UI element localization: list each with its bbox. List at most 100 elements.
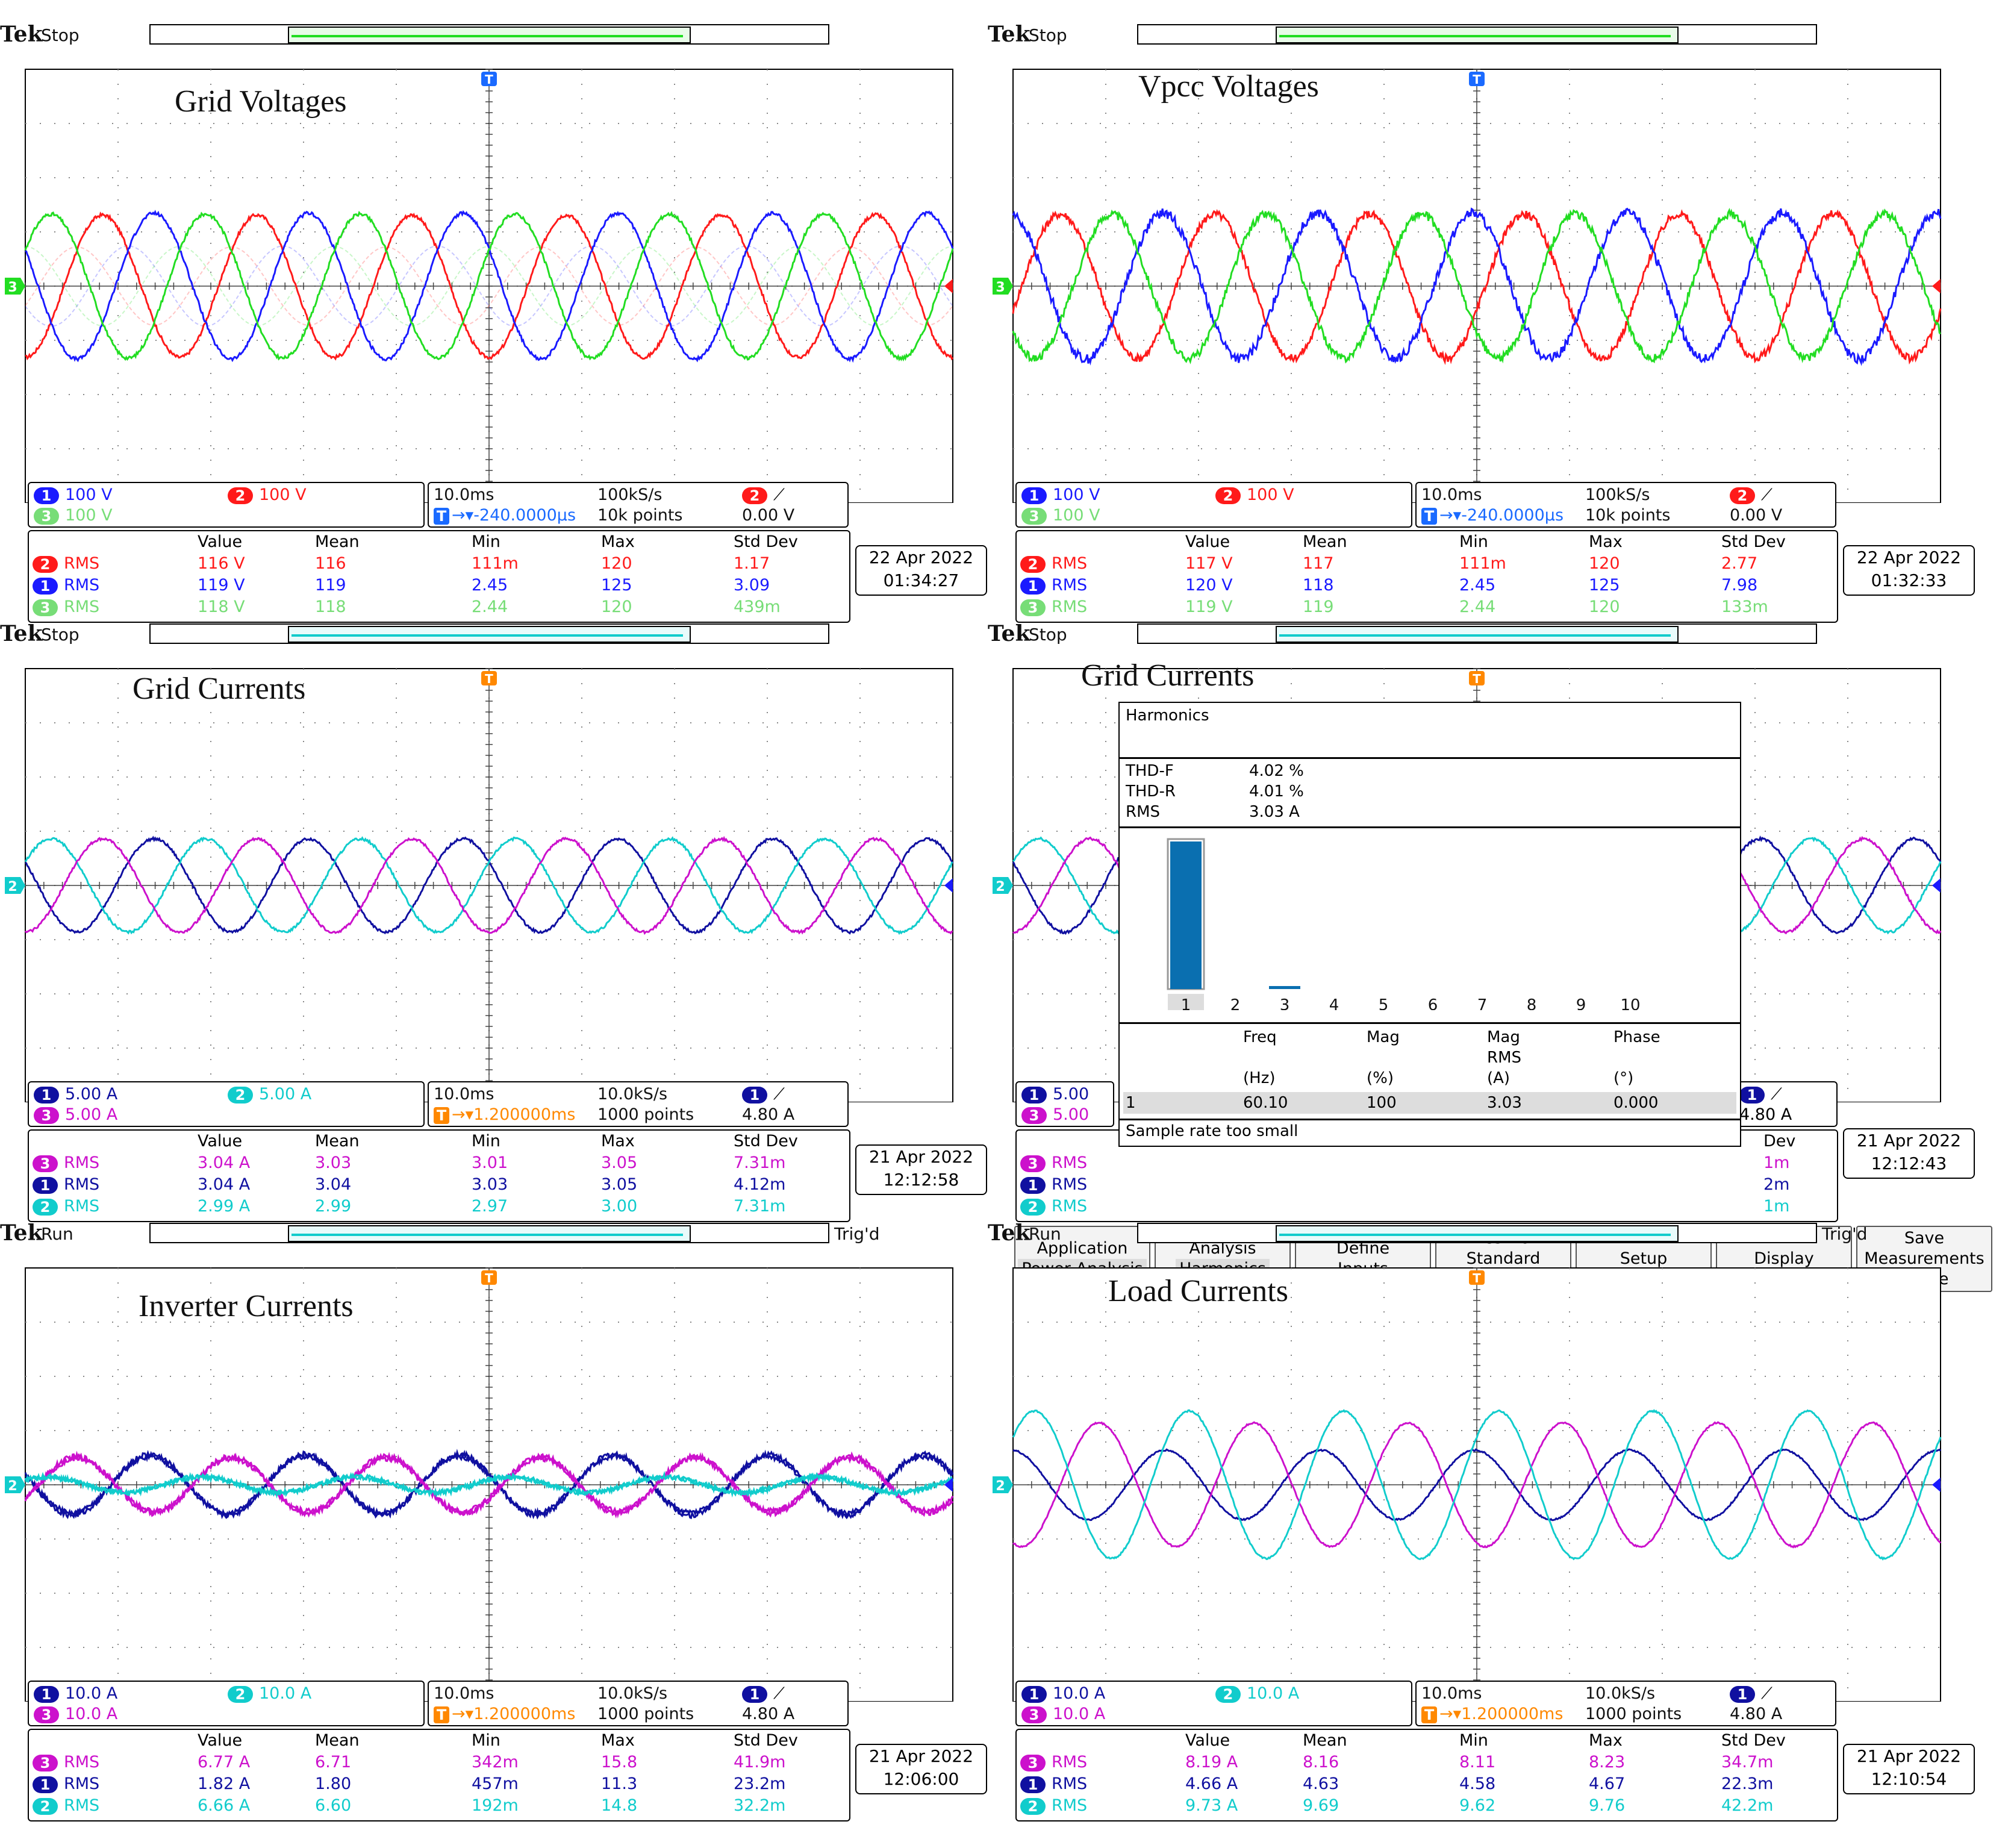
- timebase-box[interactable]: 10.0ms 100kS/s 10k points 0.00 V 2 ⟋ T →▾-240.0…: [1415, 482, 1836, 528]
- horizontal-position[interactable]: T →▾-240.0000µs: [1421, 506, 1564, 525]
- measurement-row-label[interactable]: 1 RMS: [33, 1175, 99, 1194]
- harmonics-window[interactable]: Harmonics THD-F 4.02 % THD-R 4.01 % RMS 3.03 A…: [1118, 702, 1741, 1147]
- trigger-source[interactable]: 2 ⟋: [742, 485, 785, 505]
- horizontal-position[interactable]: T →▾1.200000ms: [434, 1705, 575, 1723]
- channel-scale-box[interactable]: 1 5.00 A 2 5.00 A 3 5.00 A: [28, 1081, 425, 1127]
- record-view-bar[interactable]: [149, 24, 829, 45]
- acquisition-state[interactable]: Stop: [41, 25, 80, 45]
- measurement-row-label[interactable]: 1 RMS: [33, 576, 99, 595]
- measurement-row-label[interactable]: 3 RMS: [33, 1753, 99, 1772]
- ground-reference-marker[interactable]: 2: [5, 877, 25, 894]
- acquisition-state[interactable]: Stop: [1029, 25, 1067, 45]
- channel-scale-box[interactable]: 1 10.0 A 2 10.0 A 3 10.0 A: [28, 1681, 425, 1726]
- trigger-position-marker[interactable]: T: [481, 72, 497, 87]
- harmonic-bar[interactable]: [1170, 841, 1202, 989]
- record-view-window[interactable]: [288, 626, 691, 643]
- channel-scale-2[interactable]: 2 10.0 A: [1215, 1684, 1299, 1703]
- trigger-source[interactable]: 1 ⟋: [1739, 1085, 1782, 1104]
- measurement-row-label[interactable]: 3 RMS: [33, 1153, 99, 1172]
- acquisition-state[interactable]: Run: [41, 1224, 73, 1244]
- waveform-plot[interactable]: T 3 Vpcc Voltages: [988, 51, 1963, 503]
- measurement-row-label[interactable]: 1 RMS: [1020, 1775, 1087, 1793]
- record-view-window[interactable]: [288, 27, 691, 43]
- channel-scale-box[interactable]: 1 100 V 2 100 V 3 100 V: [1015, 482, 1412, 528]
- channel-scale-3[interactable]: 3 5.00 A: [34, 1105, 117, 1124]
- menu-button-6[interactable]: SaveMeasurementsto File: [1856, 1226, 1992, 1292]
- trigger-position-marker[interactable]: T: [481, 1270, 497, 1285]
- channel-scale-box[interactable]: 1 10.0 A 2 10.0 A 3 10.0 A: [1015, 1681, 1412, 1726]
- timebase-box[interactable]: 10.0ms 10.0kS/s 1000 points 4.80 A 1 ⟋ T →▾1.20…: [428, 1681, 849, 1726]
- record-view-bar[interactable]: [1137, 1223, 1817, 1243]
- record-view-bar[interactable]: [149, 623, 829, 644]
- horizontal-position[interactable]: T →▾1.200000ms: [434, 1105, 575, 1124]
- timebase-box[interactable]: 10.0ms 10.0kS/s 1000 points 4.80 A 1 ⟋ T →▾1.20…: [428, 1081, 849, 1127]
- trigger-position-marker[interactable]: T: [1469, 671, 1485, 686]
- channel-scale-2[interactable]: 2 100 V: [1215, 485, 1294, 504]
- trigger-source[interactable]: 1 ⟋: [1730, 1684, 1772, 1703]
- record-view-bar[interactable]: [1137, 623, 1817, 644]
- measurement-table[interactable]: Value Mean Min Max Std Dev 2 RMS 117 V 117 111m 12…: [1015, 530, 1838, 623]
- record-view-window[interactable]: [1276, 626, 1679, 643]
- measurement-row-label[interactable]: 3 RMS: [1020, 598, 1087, 616]
- channel-scale-1[interactable]: 1 100 V: [34, 485, 113, 504]
- measurement-row-label[interactable]: 1 RMS: [1020, 576, 1087, 595]
- channel-scale-1[interactable]: 1 100 V: [1021, 485, 1100, 504]
- measurement-table[interactable]: Value Mean Min Max Std Dev 3 RMS 8.19 A 8.16 8.11…: [1015, 1729, 1838, 1821]
- waveform-plot[interactable]: T 2 Load Currents: [988, 1250, 1963, 1702]
- measurement-table[interactable]: Value Mean Min Max Std Dev 2 RMS 116 V 116 111m 12…: [28, 530, 850, 623]
- channel-scale-3[interactable]: 3 100 V: [34, 506, 113, 525]
- acquisition-state[interactable]: Stop: [41, 625, 80, 645]
- harmonic-bar[interactable]: [1269, 986, 1300, 989]
- waveform-plot[interactable]: T 3 Grid Voltages: [0, 51, 976, 503]
- ground-reference-marker[interactable]: 2: [5, 1476, 25, 1494]
- record-view-window[interactable]: [1276, 27, 1679, 43]
- channel-scale-3[interactable]: 3 10.0 A: [34, 1705, 117, 1723]
- measurement-row-label[interactable]: 3 RMS: [33, 598, 99, 616]
- channel-scale-3[interactable]: 3 5.00: [1021, 1105, 1089, 1124]
- measurement-row-label[interactable]: 2 RMS: [33, 554, 99, 573]
- channel-scale-1[interactable]: 1 10.0 A: [1021, 1684, 1105, 1703]
- channel-scale-3[interactable]: 3 10.0 A: [1021, 1705, 1105, 1723]
- waveform-plot[interactable]: T 2 Grid Currents: [0, 651, 976, 1102]
- measurement-row-label[interactable]: 1 RMS: [1020, 1175, 1087, 1194]
- measurement-table[interactable]: Value Mean Min Max Std Dev 3 RMS 3.04 A 3.03 3.01…: [28, 1129, 850, 1222]
- harmonics-table-row[interactable]: [1123, 1092, 1736, 1114]
- trigger-source[interactable]: 2 ⟋: [1730, 485, 1772, 505]
- channel-scale-1[interactable]: 1 5.00: [1021, 1085, 1089, 1103]
- channel-scale-1[interactable]: 1 10.0 A: [34, 1684, 117, 1703]
- ground-reference-marker[interactable]: 2: [993, 1476, 1013, 1494]
- waveform-plot[interactable]: T 2 Inverter Currents: [0, 1250, 976, 1702]
- channel-scale-3[interactable]: 3 100 V: [1021, 506, 1100, 525]
- channel-scale-2[interactable]: 2 100 V: [228, 485, 307, 504]
- measurement-row-label[interactable]: 2 RMS: [33, 1197, 99, 1216]
- channel-scale-box[interactable]: 1 5.00 3 5.00: [1015, 1081, 1114, 1127]
- measurement-row-label[interactable]: 2 RMS: [1020, 1197, 1087, 1216]
- trigger-source[interactable]: 1 ⟋: [742, 1085, 785, 1104]
- measurement-row-label[interactable]: 2 RMS: [1020, 1796, 1087, 1815]
- record-view-window[interactable]: [1276, 1225, 1679, 1242]
- channel-scale-1[interactable]: 1 5.00 A: [34, 1085, 117, 1103]
- measurement-row-label[interactable]: 1 RMS: [33, 1775, 99, 1793]
- horizontal-position[interactable]: T →▾1.200000ms: [1421, 1705, 1563, 1723]
- record-view-bar[interactable]: [149, 1223, 829, 1243]
- ground-reference-marker[interactable]: 2: [993, 877, 1013, 894]
- measurement-row-label[interactable]: 3 RMS: [1020, 1753, 1087, 1772]
- timebase-box[interactable]: 10.0ms 10.0kS/s 1000 points 4.80 A 1 ⟋ T →▾1.20…: [1415, 1681, 1836, 1726]
- acquisition-state[interactable]: Run: [1029, 1224, 1061, 1244]
- trigger-position-marker[interactable]: T: [1469, 72, 1485, 87]
- record-view-window[interactable]: [288, 1225, 691, 1242]
- measurement-row-label[interactable]: 2 RMS: [33, 1796, 99, 1815]
- measurement-row-label[interactable]: 2 RMS: [1020, 554, 1087, 573]
- timebase-box[interactable]: 10.0ms 100kS/s 10k points 0.00 V 2 ⟋ T →▾-240.0…: [428, 482, 849, 528]
- ground-reference-marker[interactable]: 3: [993, 278, 1013, 295]
- trigger-position-marker[interactable]: T: [481, 671, 497, 686]
- timebase-box[interactable]: 1 ⟋ 4.80 A: [1730, 1081, 1838, 1127]
- acquisition-state[interactable]: Stop: [1029, 625, 1067, 645]
- record-view-bar[interactable]: [1137, 24, 1817, 45]
- trigger-source[interactable]: 1 ⟋: [742, 1684, 785, 1703]
- measurement-table[interactable]: Value Mean Min Max Std Dev 3 RMS 6.77 A 6.71 342m…: [28, 1729, 850, 1821]
- ground-reference-marker[interactable]: 3: [5, 278, 25, 295]
- horizontal-position[interactable]: T →▾-240.0000µs: [434, 506, 576, 525]
- measurement-row-label[interactable]: 3 RMS: [1020, 1153, 1087, 1172]
- channel-scale-2[interactable]: 2 10.0 A: [228, 1684, 311, 1703]
